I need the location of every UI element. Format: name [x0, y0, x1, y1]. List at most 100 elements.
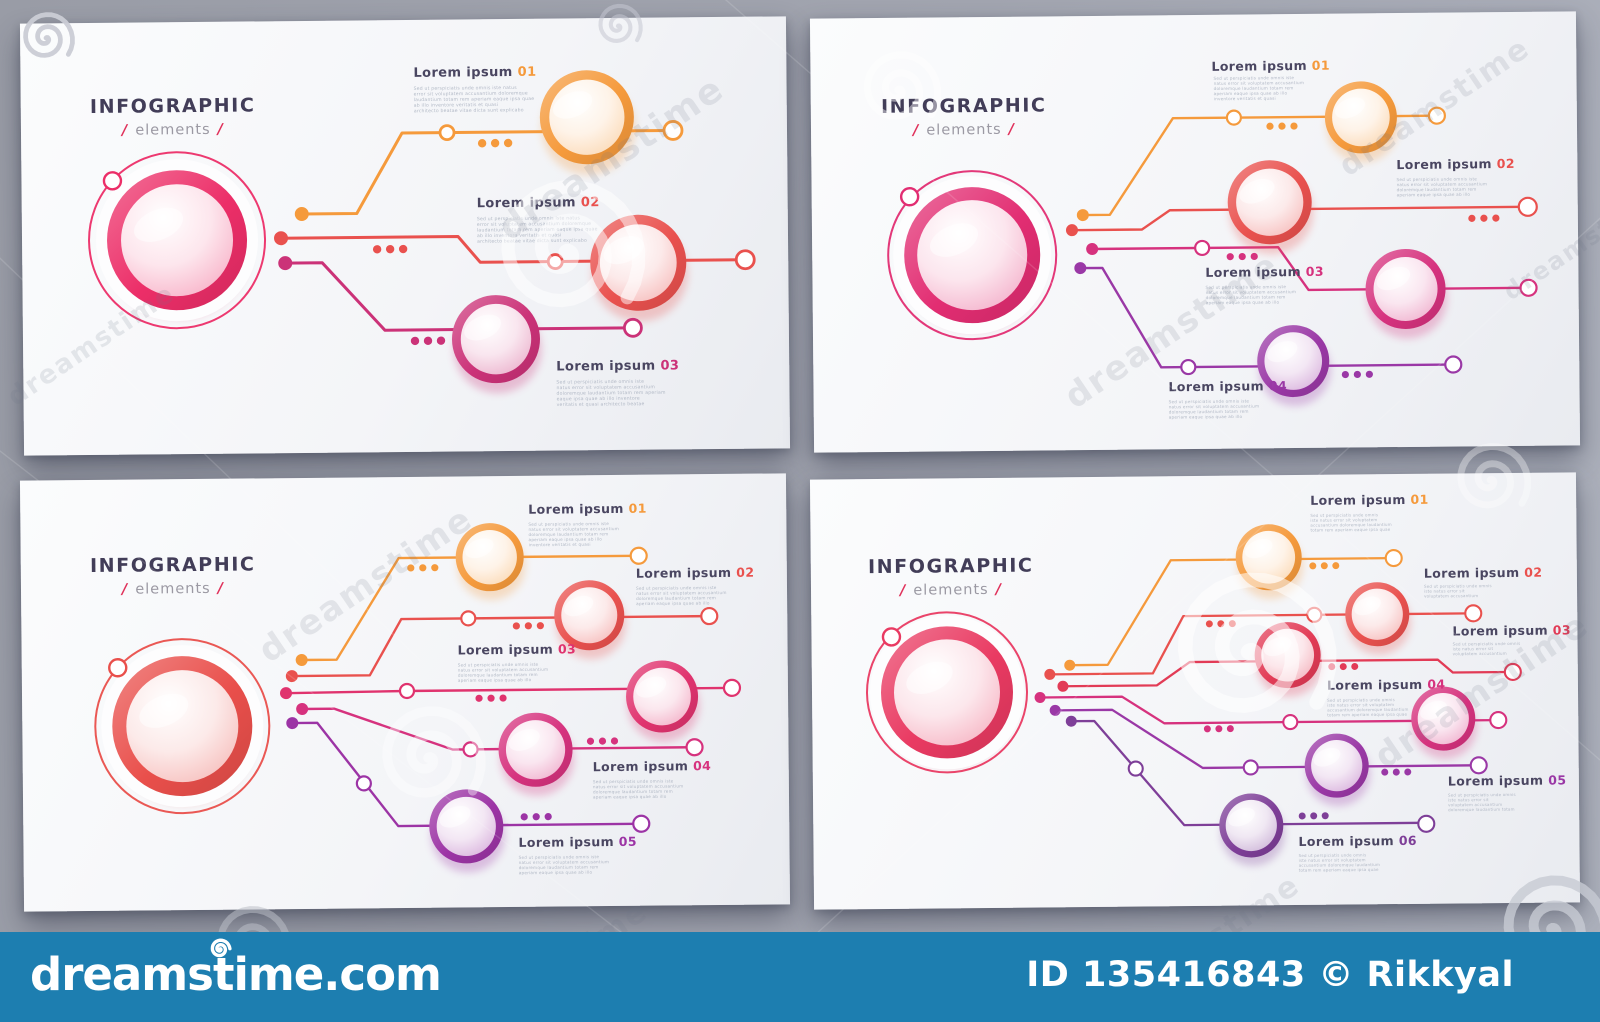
main-circle-inner	[917, 200, 1028, 311]
main-circle-inner	[121, 184, 234, 297]
option-text: natus error sit voluptatem accusantium	[458, 667, 549, 673]
option-label: Lorem ipsum 04	[593, 758, 712, 774]
option-text: Sed ut perspiciatis unde omnis iste	[1214, 75, 1295, 81]
option-text: natus error sit voluptatem accusantium	[1397, 181, 1488, 187]
option-text: natus error sit voluptatem accusantium	[1214, 80, 1305, 86]
option-text: voluptatem accusantium	[1448, 802, 1502, 808]
connector-line	[1081, 114, 1435, 217]
panel-subtitle: / elements /	[120, 581, 225, 598]
start-dot	[1049, 704, 1061, 716]
option-text: inventore veritatis et quasi	[1214, 96, 1276, 102]
dot-triplet	[499, 694, 507, 702]
terminal-circle	[700, 606, 719, 626]
gloss-highlight	[1376, 266, 1411, 291]
dot-triplet	[398, 244, 408, 254]
dot-triplet	[436, 336, 446, 345]
option-text: aperiam eaque ipsa quae ab illo	[1206, 300, 1280, 306]
option-text: Sed ut perspiciatis unde omnis	[1448, 792, 1516, 798]
gloss-highlight	[464, 314, 502, 341]
start-dot	[274, 231, 289, 246]
option-label: Lorem ipsum 03	[1452, 622, 1571, 638]
option-text: aperiam eaque ipsa quae ab illo	[458, 677, 532, 683]
option-number: 05	[619, 834, 637, 849]
main-circle-inner	[126, 670, 239, 783]
start-dot	[285, 670, 298, 683]
terminal-circle	[632, 814, 651, 833]
panel-svg-4: INFOGRAPHIC / elements / Lorem ipsum 01 Sed…	[866, 492, 1571, 873]
main-gloss	[906, 661, 953, 695]
option-number: 01	[1410, 492, 1428, 507]
subtitle-word: elements	[135, 581, 211, 598]
slash-icon: /	[120, 123, 129, 139]
option-text: Sed ut perspiciatis unde omnis iste	[636, 585, 717, 591]
option-text: eaque ipsa quae ab illo inventore	[557, 396, 640, 403]
main-gloss	[134, 207, 184, 242]
panel-svg-1: INFOGRAPHIC / elements / Lorem ipsum 01 Sed…	[88, 65, 756, 408]
option-text: veritatis et quasi architecto beatae	[557, 401, 645, 408]
dot-triplet	[1226, 253, 1234, 261]
dot-triplet	[1238, 252, 1246, 261]
slash-icon: /	[898, 583, 907, 599]
terminal-circle	[734, 249, 756, 271]
option-text: accusantium doloremque laudantium	[1299, 862, 1380, 868]
option-text: natus error sit voluptatem accusantium	[636, 590, 727, 596]
start-dot	[1057, 680, 1069, 692]
option-text: Sed ut perspiciatis unde omnis iste	[519, 854, 600, 860]
option-text: Sed ut perspiciatis unde omnis	[1310, 512, 1378, 518]
option-text: doloremque laudantium totam rem	[636, 595, 716, 601]
option-label: Lorem ipsum 04	[1327, 677, 1446, 693]
option-text: Sed ut perspiciatis unde omnis iste	[1169, 398, 1250, 404]
option-text: doloremque laudantium totam rem	[519, 864, 599, 870]
node-circle	[546, 253, 564, 270]
main-circle-orbit	[866, 611, 1029, 774]
panel-title: INFOGRAPHIC	[90, 553, 256, 577]
dot-triplet	[423, 336, 433, 345]
dot-triplet	[372, 245, 382, 254]
option-text: ab illo inventore veritatis et quasi	[414, 102, 499, 109]
dot-triplet	[1309, 562, 1317, 570]
terminal-circle	[1517, 196, 1538, 217]
dot-triplet	[512, 622, 520, 630]
dot-triplet	[1332, 562, 1340, 570]
dot-triplet	[1228, 620, 1236, 628]
dot-triplet	[1250, 252, 1258, 261]
panel-svg-3: INFOGRAPHIC / elements / Lorem ipsum 01 Sed…	[90, 501, 755, 876]
option-number: 02	[1524, 565, 1542, 580]
option-text: Sed ut perspiciatis unde omnis	[1453, 641, 1521, 647]
option-text: doloremque laudantium totam rem	[593, 789, 673, 795]
dot-triplet	[1381, 768, 1389, 776]
option-text: doloremque laudantium totam rem	[458, 672, 538, 678]
node-circle	[1242, 759, 1259, 776]
dot-triplet	[520, 813, 528, 821]
option-text: aperiam eaque ipsa quae ab illo	[529, 536, 603, 542]
orbit-node-circle	[108, 658, 128, 678]
main-gloss	[929, 223, 979, 257]
option-number: 06	[1399, 833, 1417, 848]
option-text: natus error sit voluptatem accusantium	[519, 859, 610, 865]
dot-triplet	[1365, 370, 1373, 378]
option-label: Lorem ipsum 02	[1424, 565, 1543, 581]
dot-triplet	[1492, 214, 1500, 222]
dot-triplet	[1217, 620, 1225, 628]
option-number: 01	[628, 501, 646, 516]
option-number: 03	[1306, 264, 1324, 279]
panel-subtitle: / elements /	[898, 582, 1003, 599]
option-text: totam rem aperiam eaque ipsa quae	[1299, 867, 1379, 873]
option-number: 04	[693, 758, 711, 773]
option-text: aperiam eaque ipsa quae ab illo	[1397, 192, 1471, 198]
option-text: iste natus error sit	[1453, 646, 1494, 651]
start-dot	[1064, 659, 1076, 671]
gloss-highlight	[1244, 538, 1273, 559]
dot-triplet	[610, 737, 619, 745]
option-text: Sed ut perspiciatis unde omnis iste	[593, 778, 674, 784]
diagram: Lorem ipsum 01 Sed ut perspiciatis unde o…	[866, 492, 1571, 873]
option-text: natus error sit voluptatem accusantium	[528, 526, 619, 532]
terminal-circle	[622, 317, 643, 338]
orbit-node-circle	[102, 171, 123, 191]
dot-triplet	[1392, 768, 1400, 776]
option-text: Sed ut perspiciatis unde omnis iste	[556, 379, 644, 386]
connector-line	[290, 614, 707, 678]
panel-title: INFOGRAPHIC	[881, 94, 1047, 118]
option-number: 01	[518, 65, 537, 80]
dot-triplet	[1310, 812, 1318, 820]
